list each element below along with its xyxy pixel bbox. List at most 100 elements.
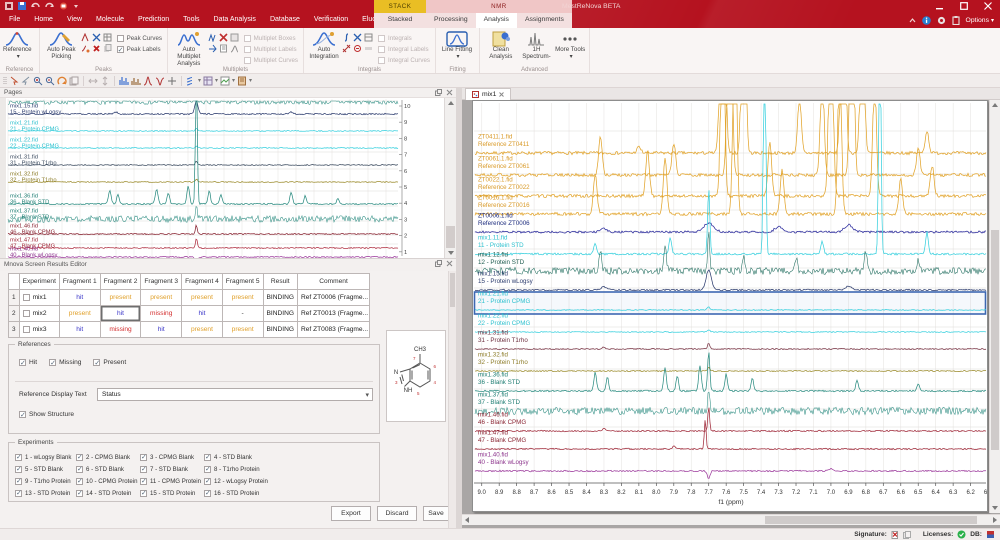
scroll-thumb[interactable] (765, 516, 977, 524)
experiment-checkbox[interactable]: 7 - STD Blank (140, 463, 204, 475)
manual-peak-icon[interactable] (80, 32, 91, 43)
checkbox-box[interactable] (204, 466, 211, 473)
fragment-cell[interactable]: present (59, 306, 100, 322)
checkbox-box[interactable] (93, 359, 100, 366)
edit-peak-icon[interactable] (80, 43, 91, 54)
panel-grip[interactable] (0, 98, 6, 258)
ribbon-checkbox[interactable]: Peak Curves (117, 35, 162, 42)
checkbox-box[interactable] (244, 46, 251, 53)
menu-item[interactable]: Data Analysis (207, 13, 263, 26)
merge-multiplets-icon[interactable] (207, 43, 218, 54)
bar-plot-brown-icon[interactable] (131, 76, 141, 86)
scroll-down-icon[interactable] (445, 248, 456, 258)
more-tools-button[interactable]: More Tools (554, 30, 586, 60)
checkbox-box[interactable] (244, 35, 251, 42)
menu-item[interactable]: View (60, 13, 89, 26)
info-icon[interactable] (922, 16, 931, 25)
result-cell[interactable]: BINDING (263, 290, 297, 306)
comment-cell[interactable]: Ref ZT0006 (Fragme... (298, 290, 370, 306)
ribbon-tab[interactable]: Analysis (476, 13, 517, 28)
minimize-button[interactable] (936, 2, 944, 10)
fit-width-icon[interactable] (88, 76, 98, 86)
normalize-icon[interactable] (363, 43, 374, 54)
experiment-checkbox[interactable]: 2 - CPMG Blank (76, 451, 140, 463)
collapse-ribbon-icon[interactable] (909, 18, 916, 23)
fragment-cell[interactable]: hit (141, 322, 182, 338)
scroll-up-icon[interactable] (990, 100, 1000, 110)
checkbox-box[interactable] (244, 57, 251, 64)
spectrum-page[interactable]: ZT0411.1.fidReference ZT0411ZT0061.1.fid… (472, 100, 988, 512)
db-status-icon[interactable] (986, 530, 995, 539)
print-icon[interactable] (59, 2, 68, 10)
checkbox-box[interactable] (15, 478, 22, 485)
filter-checkbox[interactable]: Present (93, 359, 126, 366)
row-checkbox[interactable] (23, 310, 30, 317)
experiment-checkbox[interactable]: 9 - T1rho Protein (15, 475, 76, 487)
close-panel-icon[interactable] (446, 89, 453, 96)
scroll-left-icon[interactable] (462, 515, 472, 525)
signature-copy-icon[interactable] (903, 531, 911, 539)
filter-checkbox[interactable]: Missing (49, 359, 81, 366)
row-checkbox[interactable] (23, 326, 30, 333)
checkbox-box[interactable] (204, 454, 211, 461)
export-button[interactable]: Export (331, 506, 371, 521)
reference-display-select[interactable]: Status (97, 388, 373, 401)
delete-multiplet-icon[interactable] (218, 32, 229, 43)
fragment-cell[interactable]: present (141, 290, 182, 306)
column-header[interactable]: Fragment 4 (182, 274, 223, 290)
checkbox-box[interactable] (378, 46, 385, 53)
line-fitting-button[interactable]: Line Fitting (439, 30, 475, 60)
ribbon-tab[interactable]: Processing (426, 13, 476, 28)
fit-height-icon[interactable] (100, 76, 110, 86)
checkbox-box[interactable] (76, 490, 83, 497)
ribbon-checkbox[interactable]: Multiplet Boxes (244, 35, 298, 42)
jres-analysis-icon[interactable] (229, 43, 240, 54)
restore-button[interactable] (960, 2, 968, 10)
frame-mode-dropdown[interactable] (220, 76, 235, 86)
fragment-cell[interactable]: present (182, 290, 223, 306)
checkbox-box[interactable] (15, 490, 22, 497)
spectrum-hscrollbar[interactable] (462, 514, 1000, 525)
reference-button[interactable]: Reference (3, 30, 32, 60)
app-menu-icon[interactable] (5, 2, 13, 10)
ribbon-checkbox[interactable]: Multiplet Labels (244, 46, 298, 53)
fragment-cell[interactable]: present (182, 322, 223, 338)
menu-item[interactable]: Prediction (131, 13, 176, 26)
pages-vscrollbar[interactable] (444, 98, 456, 258)
experiment-checkbox[interactable]: 1 - wLogsy Blank (15, 451, 76, 463)
experiment-checkbox[interactable]: 8 - T1rho Protein (204, 463, 268, 475)
menu-item[interactable]: Database (263, 13, 307, 26)
save-button[interactable]: Save (423, 506, 449, 521)
checkbox-box[interactable] (76, 478, 83, 485)
checkbox-box[interactable] (49, 359, 56, 366)
fragment-cell[interactable]: hit (59, 322, 100, 338)
auto-multiplet-analysis-button[interactable]: Auto Multiplet Analysis (171, 30, 207, 67)
column-header[interactable]: Result (263, 274, 297, 290)
signature-invalid-icon[interactable] (891, 531, 899, 539)
full-view-icon[interactable] (57, 76, 67, 86)
select-tool-icon[interactable] (9, 76, 19, 86)
selected-trace-box[interactable] (475, 292, 986, 314)
checkbox-box[interactable] (378, 57, 385, 64)
document-tab-mix1[interactable]: mix1 (465, 88, 511, 100)
integral-options-icon[interactable] (352, 43, 363, 54)
undo-icon[interactable] (31, 2, 40, 10)
menu-item[interactable]: Tools (176, 13, 206, 26)
table-mode-dropdown[interactable] (203, 76, 218, 86)
experiment-checkbox[interactable]: 15 - STD Protein (140, 487, 204, 499)
ribbon-checkbox[interactable]: Multiplet Curves (244, 57, 298, 64)
bar-plot-icon[interactable] (119, 76, 129, 86)
spectrum-vscrollbar[interactable] (989, 100, 1000, 513)
menu-item[interactable]: Verification (307, 13, 355, 26)
experiment-cell[interactable]: mix2 (19, 306, 59, 322)
column-header[interactable]: Fragment 2 (100, 274, 141, 290)
reject-peak-icon[interactable] (91, 43, 102, 54)
redo-icon[interactable] (45, 2, 54, 10)
experiment-checkbox[interactable]: 10 - CPMG Protein (76, 475, 140, 487)
row-checkbox[interactable] (23, 294, 30, 301)
stacked-spectra-plot[interactable]: ZT0411.1.fidReference ZT0411ZT0061.1.fid… (473, 101, 987, 511)
zoom-out-icon[interactable] (45, 76, 55, 86)
comment-cell[interactable]: Ref ZT0083 (Fragme... (298, 322, 370, 338)
spectrum-1h-button[interactable]: 1H Spectrum- (519, 30, 555, 61)
result-cell[interactable]: BINDING (263, 306, 297, 322)
